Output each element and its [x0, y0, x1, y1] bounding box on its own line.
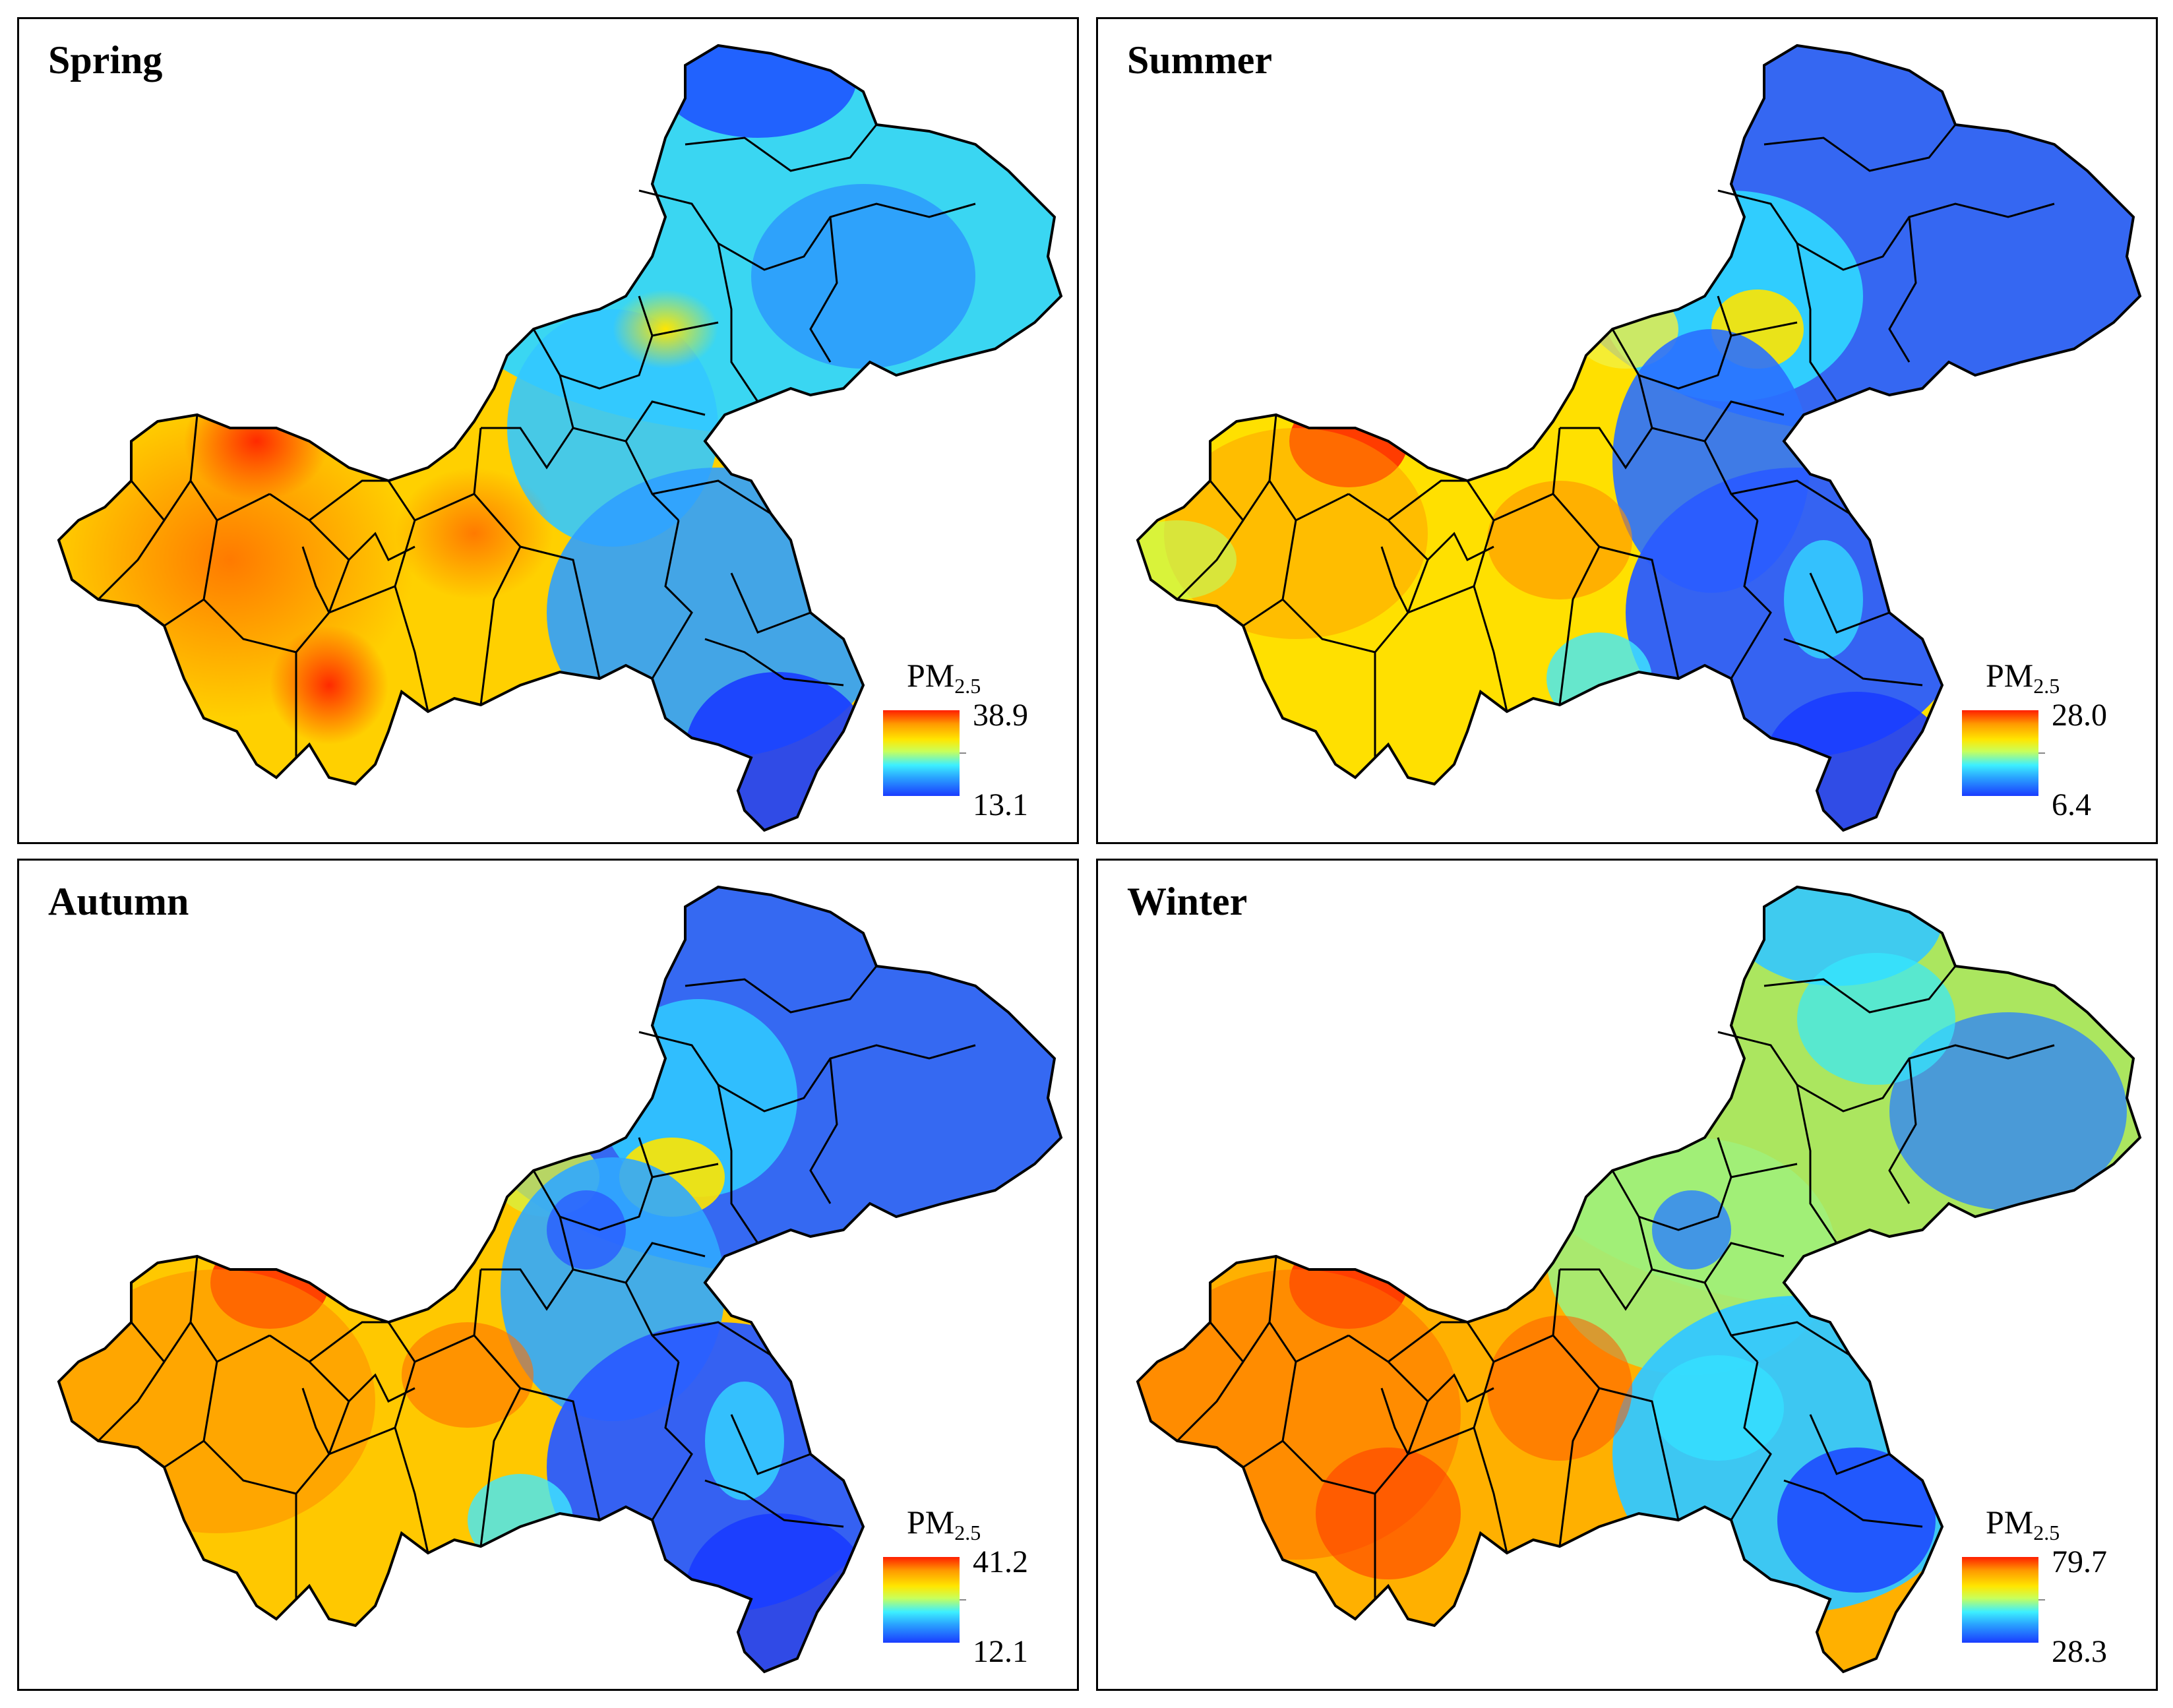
legend-subscript: 2.5 [2033, 674, 2060, 698]
legend-tick [2038, 752, 2045, 754]
map-panel-summer: Summer PM2.5 28.0 6.4 [1096, 17, 2158, 844]
legend-title: PM2.5 [907, 656, 981, 698]
legend-min-value: 12.1 [973, 1634, 1028, 1669]
legend-max-value: 28.0 [2052, 698, 2107, 733]
legend-max-value: 41.2 [973, 1544, 1028, 1579]
legend-color-ramp [883, 710, 960, 796]
legend: PM2.5 41.2 12.1 [883, 1503, 1061, 1674]
map-panel-autumn: Autumn PM2.5 41.2 12.1 [17, 859, 1079, 1691]
panel-title: Summer [1127, 38, 1272, 82]
map-winter [1136, 886, 2141, 1673]
legend-tick [2038, 1599, 2045, 1601]
map-summer [1136, 44, 2141, 832]
legend-label: PM [907, 1504, 955, 1540]
legend-color-ramp [883, 1557, 960, 1643]
legend-max-value: 79.7 [2052, 1544, 2107, 1579]
legend-color-ramp [1962, 1557, 2038, 1643]
legend-subscript: 2.5 [954, 674, 981, 698]
legend-tick [960, 752, 966, 754]
legend-title: PM2.5 [1986, 656, 2060, 698]
legend-subscript: 2.5 [2033, 1521, 2060, 1544]
legend: PM2.5 28.0 6.4 [1962, 656, 2140, 828]
legend-min-value: 28.3 [2052, 1634, 2107, 1669]
panel-title: Winter [1127, 880, 1248, 923]
map-panel-spring: Spring PM2.5 38.9 13.1 [17, 17, 1079, 844]
legend-color-ramp [1962, 710, 2038, 796]
legend-label: PM [1986, 1504, 2034, 1540]
panel-title: Autumn [48, 880, 189, 923]
map-panel-winter: Winter PM2.5 79.7 28.3 [1096, 859, 2158, 1691]
legend: PM2.5 79.7 28.3 [1962, 1503, 2140, 1674]
legend-label: PM [1986, 657, 2034, 694]
panel-title: Spring [48, 38, 163, 82]
legend-title: PM2.5 [907, 1503, 981, 1544]
legend-min-value: 6.4 [2052, 787, 2091, 822]
legend-tick [960, 1599, 966, 1601]
map-autumn [57, 886, 1062, 1673]
legend-min-value: 13.1 [973, 787, 1028, 822]
legend-max-value: 38.9 [973, 698, 1028, 733]
map-spring [57, 44, 1062, 832]
legend-label: PM [907, 657, 955, 694]
legend-subscript: 2.5 [954, 1521, 981, 1544]
legend-title: PM2.5 [1986, 1503, 2060, 1544]
legend: PM2.5 38.9 13.1 [883, 656, 1061, 828]
